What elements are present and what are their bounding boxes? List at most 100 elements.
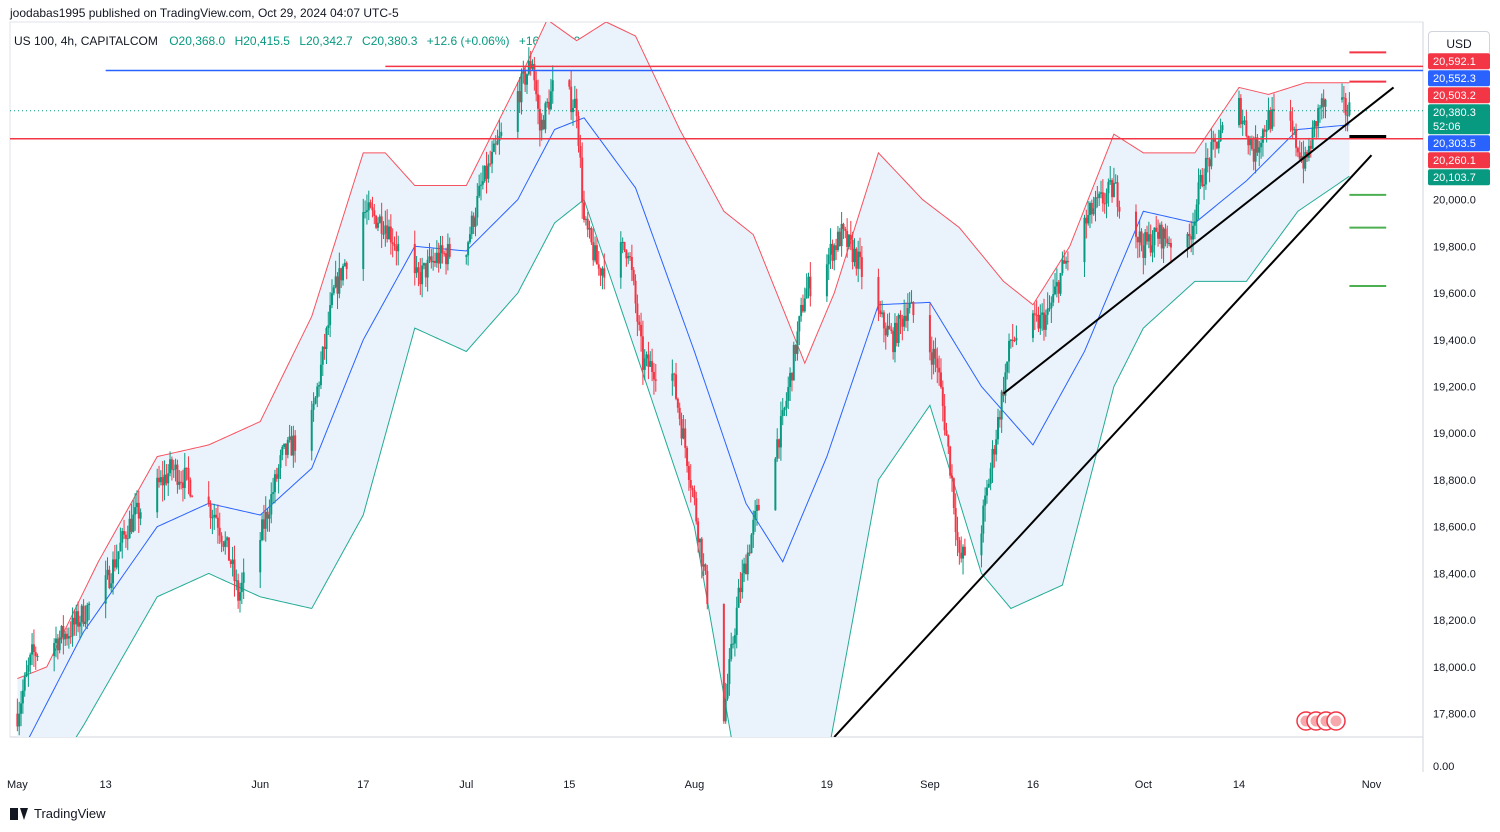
- price-chart[interactable]: 20,000.0 19,800.0 19,600.0 19,400.0 19,200.0…: [0, 0, 1500, 800]
- candle-body: [476, 195, 479, 218]
- candle-body: [472, 215, 475, 227]
- candle-body: [691, 488, 694, 491]
- symbol-label[interactable]: US 100, 4h, CAPITALCOM: [14, 34, 158, 48]
- candle-body: [448, 243, 451, 257]
- candle-body: [240, 582, 243, 593]
- candle-body: [1168, 242, 1171, 244]
- candle-body: [1162, 228, 1165, 249]
- candle-body: [798, 316, 801, 332]
- candle-body: [1098, 193, 1101, 198]
- candle-body: [1293, 129, 1296, 131]
- candle-body: [1166, 238, 1169, 244]
- candle-body: [741, 573, 744, 593]
- candle-body: [73, 617, 76, 625]
- candle-body: [645, 354, 648, 359]
- currency-button[interactable]: USD: [1428, 31, 1490, 57]
- trendlines[interactable]: [833, 86, 1395, 737]
- candle-body: [549, 91, 552, 110]
- candle-body: [119, 542, 122, 552]
- candle-body: [737, 587, 740, 608]
- candle-body: [1208, 159, 1211, 167]
- candle-body: [860, 257, 863, 277]
- candle-body: [676, 398, 679, 408]
- band-fill: [17, 22, 1350, 737]
- candle-body: [1313, 121, 1316, 128]
- candle-body: [952, 478, 955, 508]
- candle-body: [540, 119, 543, 131]
- candle-body: [82, 605, 85, 625]
- candle-body: [1344, 98, 1347, 116]
- candle-body: [389, 226, 392, 243]
- candle-body: [1315, 121, 1318, 127]
- candle-body: [984, 495, 987, 506]
- candle-body: [1094, 197, 1097, 209]
- candle-body: [224, 540, 227, 547]
- candle-body: [542, 119, 545, 130]
- candle-body: [1263, 129, 1266, 132]
- candle-body: [1272, 109, 1275, 112]
- candle-body: [178, 481, 181, 485]
- candle-body: [1061, 260, 1064, 274]
- candle-body: [544, 103, 547, 130]
- lower-trendline: [833, 154, 1373, 737]
- candle-body: [778, 439, 781, 448]
- candle-body: [903, 315, 906, 327]
- candle-body: [235, 580, 238, 582]
- candle-body: [207, 496, 210, 504]
- candle-body: [158, 477, 161, 483]
- candle-body: [1239, 97, 1242, 125]
- candle-body: [1009, 339, 1012, 341]
- candle-body: [949, 446, 952, 476]
- horizontal-levels[interactable]: [10, 65, 1423, 140]
- candle-body: [546, 101, 549, 104]
- price-tags: 20,592.1 20,552.3 20,503.2 20,380.3 52:06 20,…: [1428, 53, 1490, 186]
- candle-body: [259, 539, 262, 573]
- candle-body: [1311, 127, 1314, 149]
- candle-body: [1252, 148, 1255, 162]
- time-axis[interactable]: May 13 Jun 17 Jul 15 Aug 19 Sep 16 Oct 14 Nov: [7, 779, 1382, 791]
- candle-body: [906, 308, 909, 321]
- candle-body: [156, 477, 159, 513]
- candle-body: [879, 310, 882, 315]
- candle-body: [750, 534, 753, 554]
- candle-body: [325, 328, 328, 349]
- candle-body: [682, 428, 685, 439]
- candle-body: [783, 407, 786, 411]
- candle-body: [1203, 184, 1206, 187]
- candle-body: [268, 514, 271, 519]
- candle-body: [413, 243, 416, 274]
- y-bottom-label: 0.00: [1433, 761, 1454, 773]
- candle-body: [1217, 141, 1220, 149]
- candle-body: [1118, 207, 1121, 212]
- candle-body: [757, 504, 760, 511]
- candle-body: [1050, 302, 1053, 309]
- candle-body: [288, 436, 291, 440]
- candle-body: [1241, 120, 1244, 125]
- economic-events[interactable]: [1296, 711, 1346, 731]
- candle-body: [963, 546, 966, 556]
- candle-body: [1031, 313, 1034, 338]
- candle-body: [58, 637, 61, 651]
- candle-body: [391, 242, 394, 244]
- candle-body: [1261, 129, 1264, 143]
- candle-body: [437, 252, 440, 264]
- candle-body: [726, 684, 729, 699]
- candle-body: [1147, 234, 1150, 242]
- candle-body: [189, 479, 192, 497]
- candle-body: [71, 617, 74, 637]
- x-tick-label: 13: [100, 779, 112, 791]
- candle-body: [996, 417, 999, 440]
- candle-body: [170, 459, 173, 470]
- candle-body: [579, 145, 582, 158]
- candle-body: [625, 250, 628, 259]
- candle-body: [781, 410, 784, 417]
- price-axis[interactable]: 20,000.0 19,800.0 19,600.0 19,400.0 19,200.0…: [1433, 195, 1476, 773]
- candle-body: [621, 241, 624, 243]
- candle-body: [53, 643, 56, 657]
- candle-body: [395, 245, 398, 252]
- candle-body: [938, 367, 941, 373]
- candle-body: [529, 60, 532, 69]
- candle-body: [634, 280, 637, 304]
- candle-body: [16, 713, 19, 727]
- candle-body: [432, 260, 435, 263]
